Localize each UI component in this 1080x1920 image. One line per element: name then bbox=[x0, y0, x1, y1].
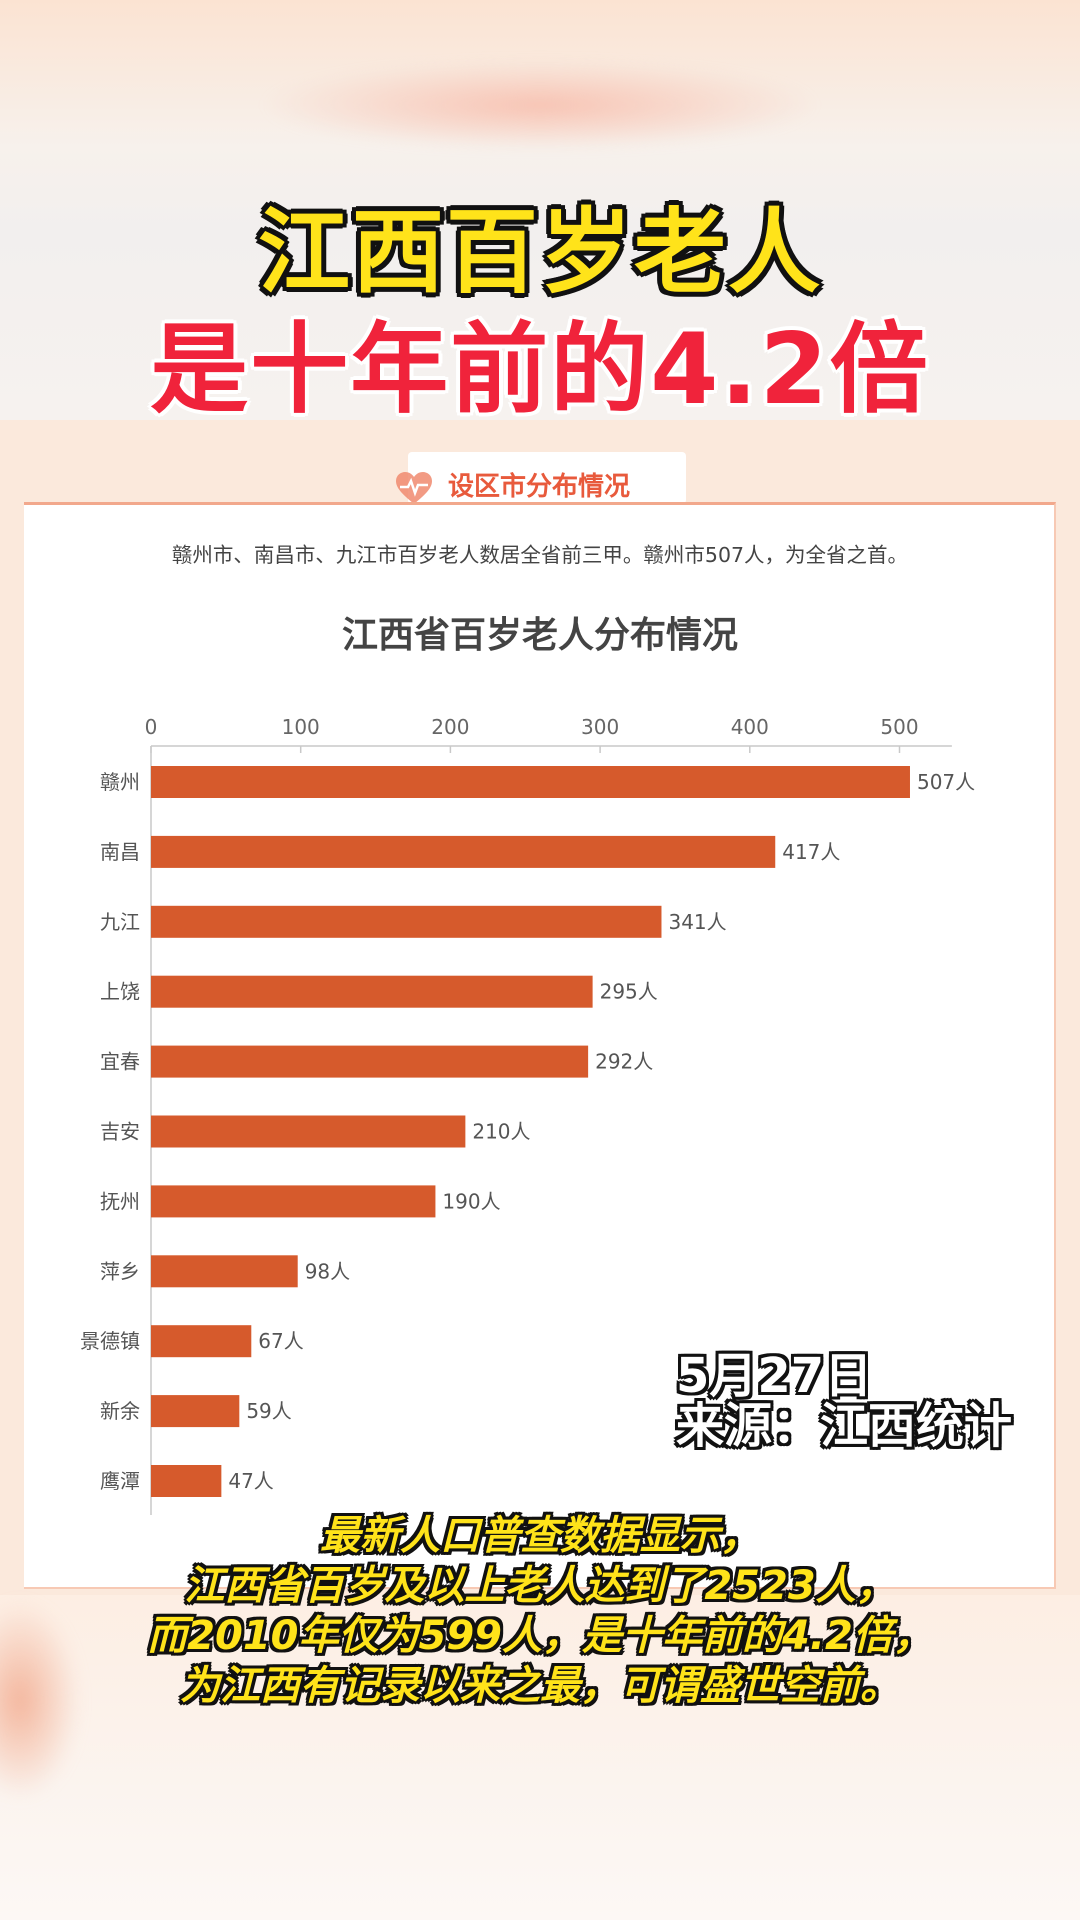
caption-line-3: 而2010年仅为599人，是十年前的4.2倍， bbox=[147, 1613, 933, 1659]
bar-value-label: 47人 bbox=[228, 1469, 273, 1493]
bar bbox=[151, 905, 662, 938]
section-title: 设区市分布情况 bbox=[448, 472, 631, 502]
heart-pulse-icon bbox=[396, 472, 432, 504]
bar bbox=[151, 975, 593, 1008]
section-tab bbox=[408, 452, 686, 504]
source-stamp: 来源：江西统计 bbox=[676, 1398, 1013, 1454]
x-tick-label: 0 bbox=[145, 715, 158, 739]
y-category-label: 景德镇 bbox=[80, 1329, 140, 1353]
y-category-label: 新余 bbox=[100, 1399, 140, 1423]
x-tick-label: 300 bbox=[581, 715, 619, 739]
header-blur-decoration bbox=[260, 60, 820, 150]
footer-blur-decoration bbox=[0, 1600, 80, 1800]
y-category-label: 萍乡 bbox=[100, 1259, 140, 1283]
bar-value-label: 67人 bbox=[258, 1329, 303, 1353]
y-category-label: 九江 bbox=[100, 910, 140, 934]
bar bbox=[151, 1395, 240, 1428]
bar bbox=[151, 1185, 436, 1218]
bar bbox=[151, 1115, 466, 1148]
bar-value-label: 507人 bbox=[917, 770, 975, 794]
chart-summary: 赣州市、南昌市、九江市百岁老人数居全省前三甲。赣州市507人，为全省之首。 bbox=[171, 543, 909, 567]
y-category-label: 抚州 bbox=[100, 1189, 140, 1213]
chart-title: 江西省百岁老人分布情况 bbox=[341, 615, 738, 656]
bar bbox=[151, 1465, 222, 1497]
bar bbox=[151, 1255, 298, 1288]
caption-line-1: 最新人口普查数据显示， bbox=[320, 1513, 760, 1559]
bar bbox=[151, 766, 910, 798]
bar bbox=[151, 1325, 252, 1358]
bar-value-label: 190人 bbox=[442, 1189, 500, 1213]
footer-background bbox=[0, 1595, 1080, 1920]
bar-value-label: 292人 bbox=[595, 1050, 653, 1074]
y-category-label: 鹰潭 bbox=[100, 1469, 140, 1493]
bar-value-label: 98人 bbox=[305, 1259, 350, 1283]
caption-line-2: 江西省百岁及以上老人达到了2523人， bbox=[184, 1563, 896, 1609]
x-tick-label: 500 bbox=[880, 715, 918, 739]
bar bbox=[151, 1045, 589, 1078]
bar bbox=[151, 835, 776, 868]
bar-value-label: 295人 bbox=[600, 980, 658, 1004]
y-category-label: 宜春 bbox=[100, 1050, 140, 1074]
y-category-label: 南昌 bbox=[100, 840, 140, 864]
x-tick-label: 100 bbox=[282, 715, 320, 739]
bar-value-label: 210人 bbox=[472, 1120, 530, 1144]
y-category-label: 吉安 bbox=[100, 1120, 140, 1144]
bar-value-label: 341人 bbox=[668, 910, 726, 934]
caption-line-4: 为江西有记录以来之最，可谓盛世空前。 bbox=[180, 1663, 900, 1709]
y-category-label: 赣州 bbox=[100, 770, 140, 794]
y-category-label: 上饶 bbox=[100, 980, 140, 1004]
x-tick-label: 400 bbox=[731, 715, 769, 739]
headline-line-1: 江西百岁老人 bbox=[257, 199, 822, 306]
x-tick-label: 200 bbox=[431, 715, 469, 739]
bar-value-label: 59人 bbox=[246, 1399, 291, 1423]
headline-line-2: 是十年前的4.2倍 bbox=[150, 313, 930, 427]
bar-value-label: 417人 bbox=[782, 840, 840, 864]
date-stamp: 5月27日 bbox=[676, 1348, 873, 1404]
